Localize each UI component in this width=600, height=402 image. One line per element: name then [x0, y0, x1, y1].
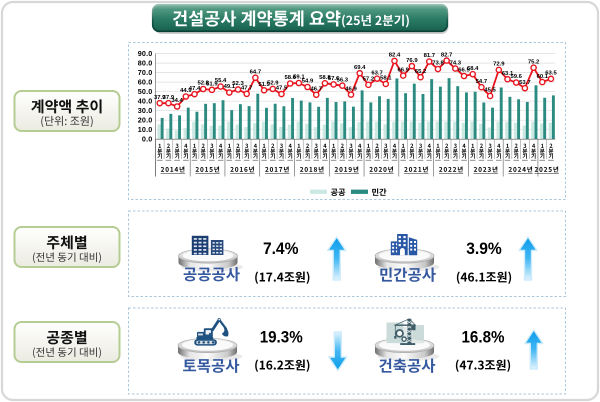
svg-text:66.5: 66.5 — [458, 68, 470, 74]
svg-text:49.1: 49.1 — [224, 84, 236, 90]
svg-text:58.6: 58.6 — [284, 75, 296, 81]
svg-text:16.8%: 16.8% — [462, 328, 505, 347]
svg-text:52.8: 52.8 — [197, 81, 209, 87]
svg-text:73.8: 73.8 — [432, 61, 444, 67]
svg-text:37.9: 37.9 — [163, 95, 175, 101]
svg-text:82.4: 82.4 — [389, 53, 401, 59]
svg-text:47.5: 47.5 — [276, 86, 288, 92]
svg-text:64.7: 64.7 — [250, 69, 262, 75]
svg-text:10.0: 10.0 — [138, 125, 153, 134]
svg-text:50.0: 50.0 — [138, 87, 153, 96]
svg-text:44.9: 44.9 — [180, 88, 192, 94]
svg-text:65.2: 65.2 — [415, 69, 427, 75]
svg-text:58.1: 58.1 — [380, 76, 392, 82]
svg-text:51.5: 51.5 — [258, 82, 270, 88]
svg-text:54.9: 54.9 — [302, 79, 314, 85]
svg-text:57.6: 57.6 — [328, 76, 340, 82]
svg-text:54.7: 54.7 — [476, 79, 488, 85]
svg-text:81.7: 81.7 — [424, 53, 436, 59]
svg-text:59.1: 59.1 — [293, 75, 305, 81]
svg-text:76.9: 76.9 — [406, 58, 418, 64]
svg-text:47.4: 47.4 — [189, 86, 201, 92]
svg-text:52.9: 52.9 — [267, 81, 279, 87]
svg-text:68.4: 68.4 — [467, 66, 479, 72]
svg-text:0.0: 0.0 — [142, 135, 153, 144]
svg-text:37.9: 37.9 — [154, 95, 166, 101]
svg-text:53.7: 53.7 — [519, 80, 531, 86]
svg-text:3.9%: 3.9% — [466, 239, 502, 258]
svg-text:59.6: 59.6 — [510, 74, 522, 80]
svg-text:46.9: 46.9 — [345, 86, 357, 92]
svg-text:7.4%: 7.4% — [263, 239, 299, 258]
svg-text:74.3: 74.3 — [450, 60, 462, 66]
svg-text:45.5: 45.5 — [484, 88, 496, 94]
svg-text:60.0: 60.0 — [138, 78, 153, 87]
svg-text:47.7: 47.7 — [241, 86, 253, 92]
svg-text:52.3: 52.3 — [232, 81, 244, 87]
svg-text:34.4: 34.4 — [171, 98, 183, 104]
svg-text:69.4: 69.4 — [354, 65, 366, 71]
svg-text:60.1: 60.1 — [537, 74, 549, 80]
svg-text:20.0: 20.0 — [138, 116, 153, 125]
svg-text:72.9: 72.9 — [493, 62, 505, 68]
svg-text:63.5: 63.5 — [545, 71, 557, 77]
svg-text:58.8: 58.8 — [319, 75, 331, 81]
svg-text:30.0: 30.0 — [138, 106, 153, 115]
svg-text:82.7: 82.7 — [441, 52, 453, 58]
svg-text:63.7: 63.7 — [371, 70, 383, 76]
svg-text:63.1: 63.1 — [502, 71, 514, 77]
svg-text:90.0: 90.0 — [138, 49, 153, 58]
svg-text:56.3: 56.3 — [337, 77, 349, 83]
svg-text:75.2: 75.2 — [528, 59, 540, 65]
svg-text:19.3%: 19.3% — [260, 328, 303, 347]
svg-text:40.0: 40.0 — [138, 97, 153, 106]
svg-text:51.9: 51.9 — [206, 82, 218, 88]
svg-text:57.2: 57.2 — [363, 77, 375, 83]
svg-text:55.4: 55.4 — [215, 78, 227, 84]
svg-text:66.9: 66.9 — [397, 67, 409, 73]
svg-text:46.7: 46.7 — [310, 87, 322, 93]
svg-text:70.0: 70.0 — [138, 68, 153, 77]
svg-text:80.0: 80.0 — [138, 59, 153, 68]
